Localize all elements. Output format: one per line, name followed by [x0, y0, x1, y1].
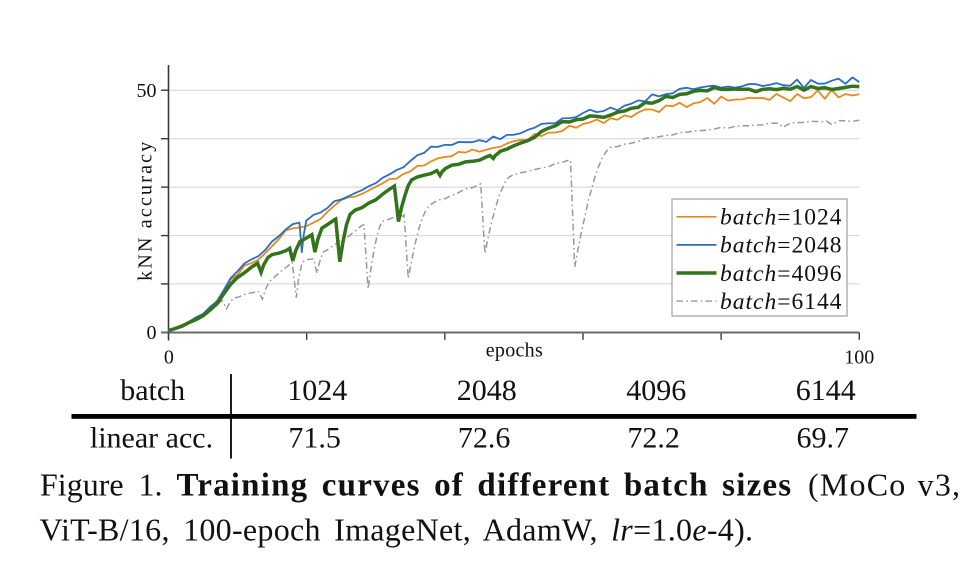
- svg-text:(MoCo v3,: (MoCo v3,: [808, 466, 961, 502]
- svg-text:kNN accuracy: kNN accuracy: [135, 140, 157, 281]
- svg-text:6144: 6144: [796, 374, 856, 407]
- svg-text:batch=4096: batch=4096: [720, 261, 842, 287]
- svg-text:batch=6144: batch=6144: [720, 289, 842, 315]
- svg-text:69.7: 69.7: [797, 422, 850, 455]
- svg-text:72.2: 72.2: [627, 422, 680, 455]
- svg-text:2048: 2048: [457, 374, 517, 407]
- svg-text:100: 100: [844, 347, 874, 369]
- svg-text:72.6: 72.6: [458, 422, 511, 455]
- svg-text:linear acc.: linear acc.: [90, 422, 213, 455]
- svg-text:Training curves of different b: Training curves of different batch sizes: [177, 467, 793, 503]
- svg-text:1024: 1024: [287, 374, 347, 407]
- svg-text:71.5: 71.5: [288, 422, 341, 455]
- svg-text:batch: batch: [120, 374, 185, 407]
- svg-text:0: 0: [164, 347, 174, 369]
- svg-text:epochs: epochs: [486, 340, 543, 362]
- svg-text:batch=1024: batch=1024: [720, 205, 842, 231]
- svg-text:0: 0: [147, 322, 157, 344]
- svg-text:50: 50: [137, 80, 157, 102]
- svg-text:batch=2048: batch=2048: [720, 233, 842, 259]
- svg-text:4096: 4096: [626, 374, 686, 407]
- svg-text:ViT-B/16, 100-epoch ImageNet,: ViT-B/16, 100-epoch ImageNet, AdamW, lr=…: [40, 512, 754, 548]
- svg-text:Figure 1.: Figure 1.: [40, 466, 163, 502]
